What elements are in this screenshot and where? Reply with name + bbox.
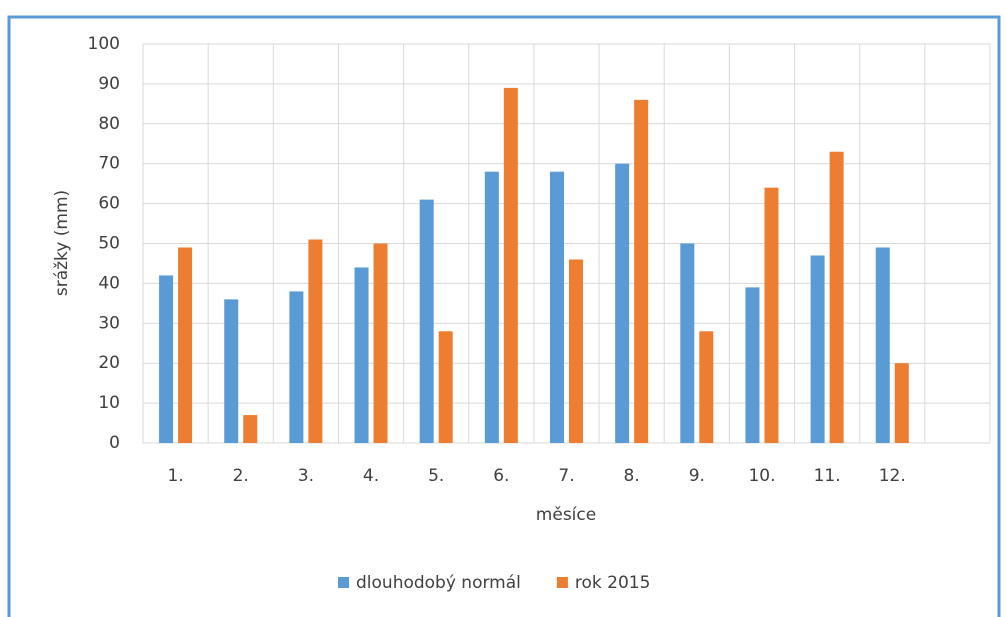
y-axis-title: srážky (mm) bbox=[52, 190, 72, 296]
bar bbox=[680, 243, 695, 443]
bar bbox=[178, 247, 193, 443]
bar bbox=[373, 243, 388, 443]
bar bbox=[308, 239, 323, 443]
y-tick-label: 20 bbox=[98, 353, 120, 373]
y-tick-label: 50 bbox=[98, 234, 120, 254]
x-tick-label: 8. bbox=[624, 466, 640, 486]
x-tick-label: 12. bbox=[879, 466, 906, 486]
y-tick-label: 0 bbox=[109, 433, 120, 453]
x-tick-label: 4. bbox=[363, 466, 379, 486]
legend-swatch bbox=[338, 577, 349, 588]
bar bbox=[810, 255, 825, 443]
legend-label: dlouhodobý normál bbox=[356, 573, 521, 593]
y-tick-label: 40 bbox=[98, 273, 120, 293]
bar bbox=[224, 299, 239, 443]
bar bbox=[615, 163, 630, 443]
y-tick-label: 100 bbox=[88, 34, 120, 54]
bar bbox=[829, 151, 844, 444]
y-tick-label: 80 bbox=[98, 114, 120, 134]
x-tick-label: 1. bbox=[167, 466, 183, 486]
frame bbox=[7, 15, 1001, 617]
x-tick-label: 6. bbox=[493, 466, 509, 486]
bar bbox=[159, 275, 174, 443]
x-tick-label: 9. bbox=[689, 466, 705, 486]
bar bbox=[354, 267, 369, 443]
bar bbox=[484, 171, 499, 443]
bar bbox=[894, 363, 909, 443]
bar bbox=[764, 187, 779, 443]
y-tick-label: 60 bbox=[98, 194, 120, 214]
bar bbox=[569, 259, 583, 443]
x-tick-label: 7. bbox=[558, 466, 574, 486]
x-axis-title: měsíce bbox=[536, 505, 596, 525]
y-tick-label: 90 bbox=[98, 74, 120, 94]
y-tick-label: 10 bbox=[98, 393, 120, 413]
legend-label: rok 2015 bbox=[575, 573, 651, 593]
bar bbox=[550, 171, 564, 443]
x-tick-label: 10. bbox=[748, 466, 775, 486]
bar bbox=[289, 291, 304, 443]
bar bbox=[634, 99, 649, 444]
legend-swatch bbox=[556, 577, 568, 588]
bar bbox=[745, 287, 760, 443]
bar bbox=[503, 87, 518, 443]
bar bbox=[438, 331, 453, 443]
x-tick-label: 3. bbox=[298, 466, 314, 486]
bar bbox=[875, 247, 890, 443]
bar bbox=[243, 415, 258, 443]
bar bbox=[699, 331, 714, 443]
y-tick-label: 30 bbox=[98, 313, 120, 333]
bar bbox=[419, 199, 434, 443]
x-tick-label: 2. bbox=[233, 466, 249, 486]
x-tick-label: 5. bbox=[428, 466, 444, 486]
x-tick-label: 11. bbox=[814, 466, 841, 486]
y-tick-label: 70 bbox=[98, 154, 120, 174]
